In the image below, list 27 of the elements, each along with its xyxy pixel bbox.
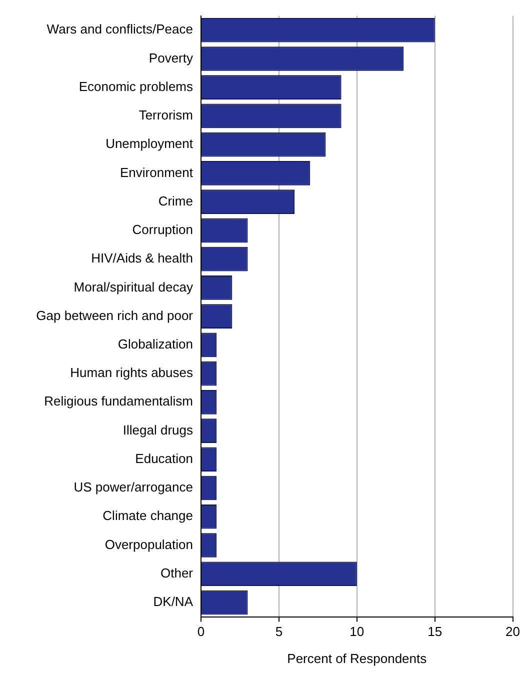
x-tick-label: 20 xyxy=(506,624,520,640)
y-tick-label: Gap between rich and poor xyxy=(36,308,194,323)
y-tick-label: Other xyxy=(160,565,194,580)
y-tick-label: US power/arrogance xyxy=(74,480,193,495)
y-tick-label: Illegal drugs xyxy=(122,422,194,438)
y-tick-label: Overpopulation xyxy=(104,536,193,552)
y-tick-label: Human rights abuses xyxy=(70,365,194,380)
y-tick-label: Environment xyxy=(120,164,194,180)
y-tick-label: Globalization xyxy=(118,336,193,352)
y-tick-label: Corruption xyxy=(132,222,193,238)
y-tick-label: Crime xyxy=(158,193,193,208)
y-tick-label: Poverty xyxy=(148,50,194,66)
y-tick-label: HIV/Aids & health xyxy=(91,250,193,266)
y-tick-label: Economic problems xyxy=(78,78,194,94)
x-tick-label: 5 xyxy=(275,624,283,640)
y-tick-label: Moral/spiritual decay xyxy=(74,279,194,294)
x-tick-label: 15 xyxy=(428,624,442,640)
y-tick-label: Wars and conflicts/Peace xyxy=(46,22,193,37)
y-tick-label: Climate change xyxy=(102,508,193,524)
y-tick-label: Education xyxy=(135,450,193,466)
y-tick-label: Terrorism xyxy=(138,108,193,123)
y-tick-label: Unemployment xyxy=(106,136,194,152)
y-tick-label: Religious fundamentalism xyxy=(44,394,193,409)
x-axis-title: Percent of Respondents xyxy=(287,650,428,666)
y-tick-label: DK/NA xyxy=(153,594,194,610)
x-tick-label: 10 xyxy=(350,624,364,640)
x-tick-label: 0 xyxy=(197,624,205,640)
